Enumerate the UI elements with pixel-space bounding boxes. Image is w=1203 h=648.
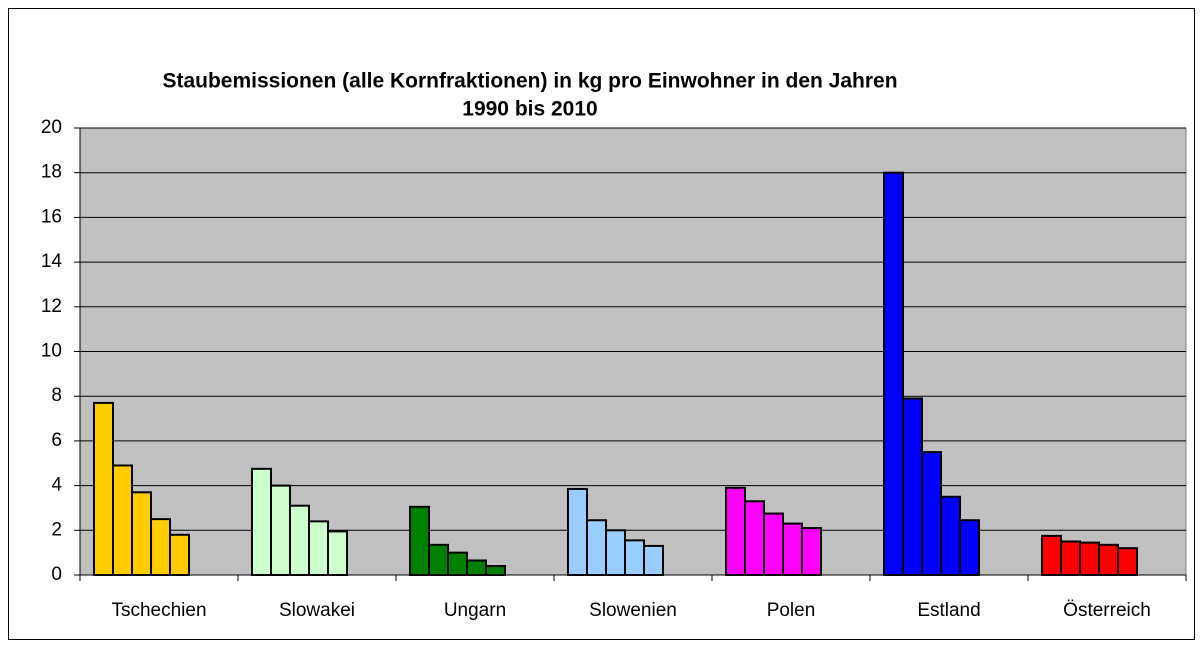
bar (1079, 541, 1100, 577)
y-tick-label: 6 (51, 430, 62, 451)
bar (327, 530, 348, 576)
y-tick-label: 20 (41, 117, 62, 138)
bar (586, 519, 607, 576)
bar (725, 486, 746, 576)
bar (150, 518, 171, 576)
bar (466, 559, 487, 576)
bar (1041, 534, 1062, 577)
x-tick-label: Tschechien (111, 600, 206, 621)
bar (902, 397, 923, 576)
bar (1060, 540, 1081, 576)
bar (782, 522, 803, 576)
y-tick-label: 14 (41, 251, 63, 272)
x-tick-label: Slowakei (279, 600, 355, 621)
bar (1098, 543, 1119, 577)
y-tick-label: 4 (51, 475, 62, 496)
bar (131, 491, 152, 576)
bar (921, 451, 942, 577)
x-tick-label: Polen (767, 600, 816, 621)
bar (409, 505, 430, 576)
bar (567, 487, 588, 577)
y-tick-label: 12 (41, 296, 62, 317)
bar (883, 171, 904, 576)
bar (801, 527, 822, 577)
chart-title: 1990 bis 2010 (462, 98, 597, 121)
bar (744, 500, 765, 576)
bar (605, 529, 626, 576)
y-tick-label: 8 (51, 385, 62, 406)
y-tick-label: 2 (51, 519, 62, 540)
bar (624, 539, 645, 576)
y-tick-label: 0 (51, 564, 62, 585)
y-tick-label: 18 (41, 162, 62, 183)
y-tick-label: 16 (41, 206, 62, 227)
bar (1117, 547, 1138, 576)
bar (763, 512, 784, 576)
y-tick-label: 10 (41, 341, 62, 362)
bar (289, 504, 310, 576)
bar (251, 467, 272, 576)
bar (447, 551, 468, 577)
x-tick-label: Slowenien (589, 600, 677, 621)
bar (428, 543, 449, 577)
bar (959, 519, 980, 576)
bar (112, 464, 133, 576)
x-tick-label: Estland (917, 600, 980, 621)
bar (308, 520, 329, 576)
x-tick-label: Ungarn (444, 600, 506, 621)
bar (270, 484, 291, 577)
bar (169, 533, 190, 577)
bar (93, 401, 114, 576)
chart-title: Staubemissionen (alle Kornfraktionen) in… (162, 70, 897, 93)
x-tick-label: Österreich (1063, 600, 1151, 621)
bar (940, 495, 961, 576)
bar (485, 565, 506, 576)
bar (643, 544, 664, 577)
